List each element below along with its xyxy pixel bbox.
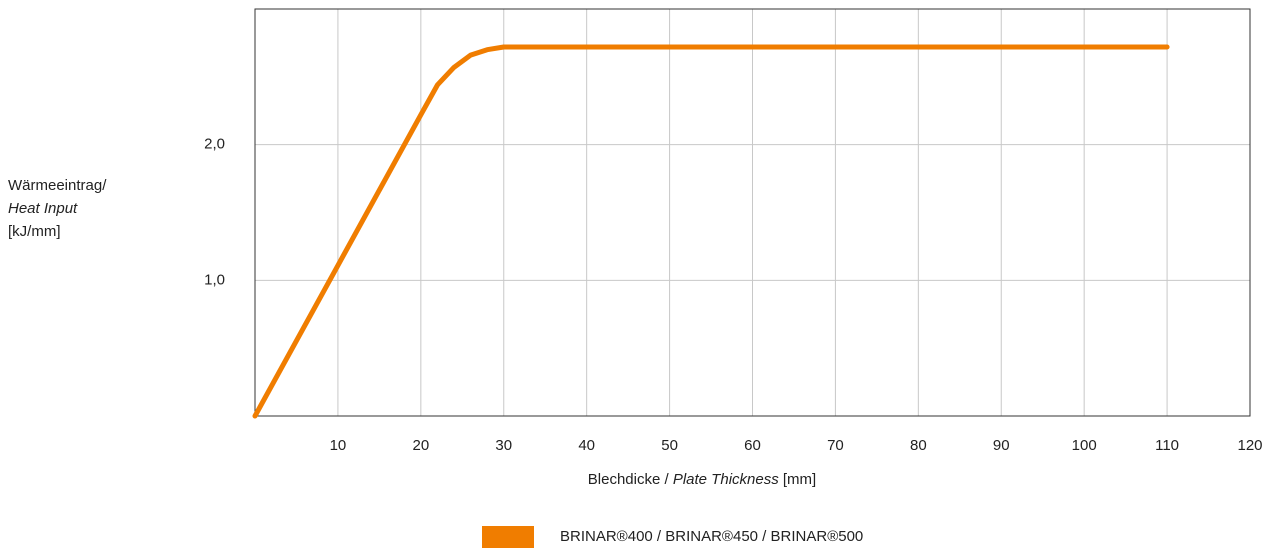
x-tick-label: 20 bbox=[412, 437, 429, 454]
x-tick-label: 10 bbox=[330, 437, 347, 454]
x-tick-label: 110 bbox=[1155, 437, 1179, 454]
x-axis-label: Blechdicke / Plate Thickness [mm] bbox=[588, 471, 816, 488]
x-tick-label: 70 bbox=[827, 437, 844, 454]
y-axis-label: Wärmeeintrag/ bbox=[8, 177, 107, 194]
x-tick-label: 120 bbox=[1237, 437, 1262, 454]
plot-frame bbox=[254, 8, 1251, 417]
x-tick-label: 40 bbox=[578, 437, 595, 454]
legend-label: BRINAR®400 / BRINAR®450 / BRINAR®500 bbox=[560, 528, 863, 545]
y-tick-label: 1,0 bbox=[204, 271, 225, 288]
x-axis-label-part: Plate Thickness bbox=[673, 471, 779, 488]
x-tick-label: 50 bbox=[661, 437, 678, 454]
y-axis-label: Heat Input bbox=[8, 200, 78, 217]
x-tick-label: 80 bbox=[910, 437, 927, 454]
x-tick-label: 90 bbox=[993, 437, 1010, 454]
x-axis-label-part: [mm] bbox=[779, 471, 817, 488]
line bbox=[252, 44, 1170, 419]
x-axis-label-part: Blechdicke / bbox=[588, 471, 673, 488]
y-tick-label: 2,0 bbox=[204, 136, 225, 153]
x-tick-label: 100 bbox=[1072, 437, 1097, 454]
x-tick-label: 30 bbox=[495, 437, 512, 454]
legend-swatch bbox=[482, 526, 534, 548]
x-tick-label: 60 bbox=[744, 437, 761, 454]
y-axis-label: [kJ/mm] bbox=[8, 223, 61, 240]
